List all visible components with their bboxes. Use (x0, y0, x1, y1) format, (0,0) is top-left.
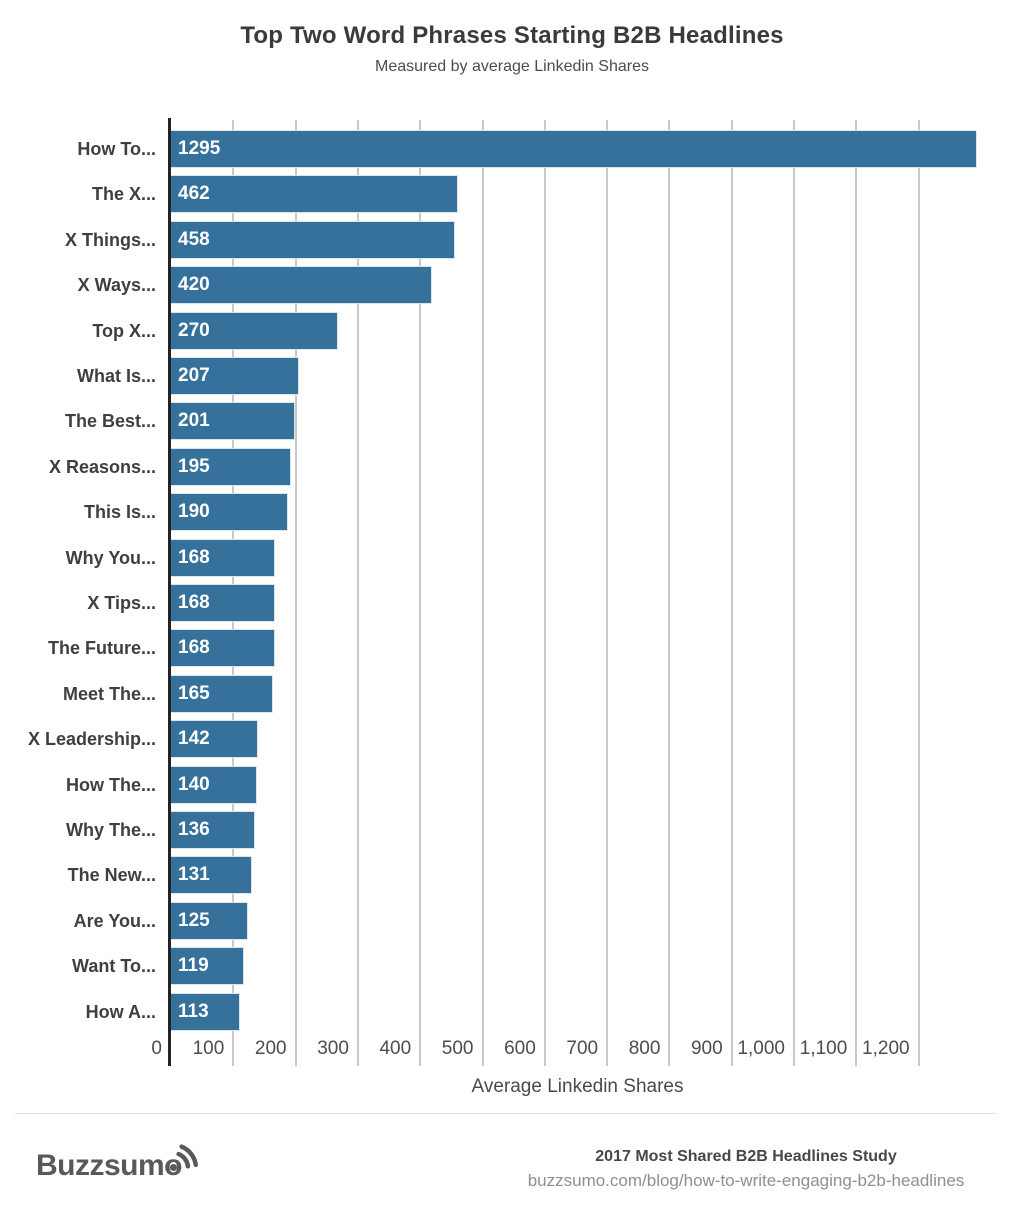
logo-wordmark: Buzzsumo (36, 1149, 183, 1182)
category-label: X Tips... (87, 593, 156, 613)
gridline (730, 120, 733, 1066)
category-label: X Ways... (77, 275, 156, 296)
bar: 462 (171, 175, 458, 214)
bar-value-label: 168 (178, 637, 210, 659)
category-label: How A... (85, 1001, 156, 1022)
bar-value-label: 420 (178, 274, 210, 296)
category-label: How The... (66, 774, 156, 795)
y-axis-line (168, 118, 171, 1066)
bar-value-label: 125 (178, 909, 210, 931)
gridline (294, 120, 297, 1066)
study-title: 2017 Most Shared B2B Headlines Study (595, 1148, 897, 1165)
x-tick-label: 900 (690, 1038, 723, 1059)
bar: 168 (171, 629, 275, 668)
bar-value-label: 190 (178, 501, 210, 523)
bar: 195 (171, 447, 291, 486)
category-label: The Future... (48, 638, 156, 659)
bar-value-label: 140 (178, 773, 210, 795)
x-tick-label: 100 (192, 1038, 225, 1059)
category-label: X Leadership... (27, 729, 156, 750)
bar: 142 (171, 720, 258, 759)
gridline (668, 120, 671, 1066)
chart-title: Top Two Word Phrases Starting B2B Headli… (240, 22, 784, 49)
bar-value-label: 136 (178, 819, 210, 840)
category-label: How To... (77, 139, 156, 159)
category-label: X Things... (64, 229, 156, 250)
x-tick-label: 1,000 (737, 1038, 785, 1059)
bar: 190 (171, 493, 288, 532)
bar: 168 (171, 584, 275, 622)
bar-value-label: 1295 (178, 138, 221, 159)
source-url: buzzsumo.com/blog/how-to-write-engaging-… (527, 1171, 965, 1190)
gridline (543, 120, 546, 1066)
category-label: Top X... (92, 320, 156, 341)
bar-value-label: 165 (178, 682, 210, 704)
x-tick-label: 700 (566, 1038, 599, 1059)
bar-value-label: 119 (178, 955, 209, 977)
category-label: This Is... (83, 502, 156, 523)
x-tick-label: 300 (317, 1038, 349, 1059)
x-tick-label: 0 (151, 1038, 162, 1059)
bar-value-label: 168 (178, 546, 210, 568)
x-tick-label: 200 (254, 1038, 287, 1059)
category-label: Meet The... (62, 683, 156, 704)
buzzsumo-logo: Buzzsumo (36, 1142, 199, 1194)
buzzsumo-logo-text: Buzzsumo (36, 1142, 199, 1194)
bar: 113 (171, 992, 240, 1031)
bar-value-label: 131 (178, 864, 210, 886)
bar-value-label: 462 (178, 183, 210, 205)
bar: 140 (171, 765, 257, 804)
gridline (481, 120, 484, 1066)
bar: 458 (171, 220, 455, 259)
category-label: The Best... (64, 411, 156, 432)
gridline (606, 120, 609, 1066)
gridline (419, 120, 422, 1066)
category-label: What Is... (76, 366, 156, 386)
x-tick-label: 400 (379, 1038, 412, 1059)
bar: 270 (171, 311, 338, 350)
bar: 136 (171, 811, 255, 849)
bar: 207 (171, 357, 299, 395)
x-tick-label: 600 (504, 1038, 536, 1059)
gridline (356, 120, 359, 1066)
gridline (917, 120, 920, 1066)
category-label: Want To... (72, 956, 156, 977)
bar: 119 (171, 947, 244, 986)
bar: 201 (171, 402, 295, 441)
bar-value-label: 201 (178, 410, 210, 432)
x-tick-label: 1,200 (862, 1038, 910, 1059)
category-label: The X... (91, 184, 156, 205)
bar: 125 (171, 901, 248, 940)
bar-value-label: 207 (178, 365, 210, 386)
category-label: Are You... (73, 910, 156, 931)
category-label: Why The... (66, 820, 156, 840)
bar-value-label: 458 (178, 228, 210, 250)
x-tick-label: 500 (441, 1038, 474, 1059)
bar-value-label: 168 (178, 592, 210, 613)
chart-subtitle: Measured by average Linkedin Shares (375, 58, 649, 75)
gridline (793, 120, 795, 1066)
bar-value-label: 195 (178, 455, 210, 477)
bar: 168 (171, 538, 275, 577)
bar: 165 (171, 674, 273, 713)
category-label: The New... (67, 865, 156, 886)
gridline (855, 120, 858, 1066)
category-label: X Reasons... (48, 456, 156, 477)
bar-value-label: 142 (178, 728, 210, 750)
bar: 131 (171, 856, 252, 895)
footer-credits: 2017 Most Shared B2B Headlines Study buz… (500, 1148, 992, 1191)
signal-arcs-icon (147, 1142, 199, 1194)
x-axis-title: Average Linkedin Shares (471, 1076, 684, 1097)
bar: 1295 (171, 130, 977, 168)
bar-value-label: 113 (178, 1000, 209, 1022)
footer-divider (15, 1113, 997, 1114)
x-tick-label: 1,100 (799, 1038, 848, 1059)
bar-value-label: 270 (178, 319, 210, 341)
logo-target-dot-icon (170, 1164, 177, 1171)
bar: 420 (171, 266, 432, 305)
x-tick-label: 800 (628, 1038, 661, 1059)
category-label: Why You... (65, 547, 156, 568)
